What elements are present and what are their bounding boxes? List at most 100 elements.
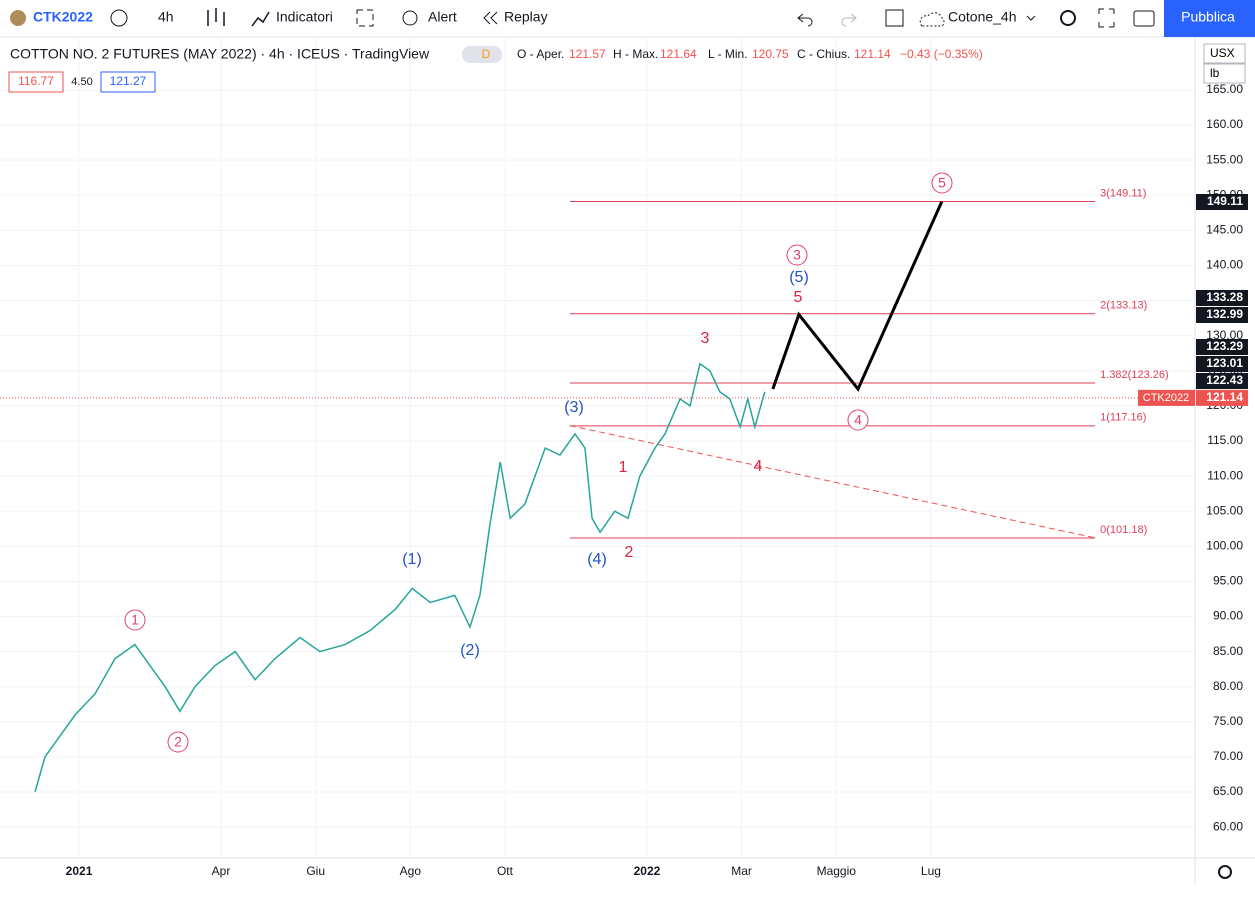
x-tick-label: Lug [921, 864, 941, 878]
cloud-icon [919, 12, 945, 27]
x-tick-label: Giu [306, 864, 325, 878]
x-tick-label: Ott [497, 864, 514, 878]
y-tick-label: 85.00 [1213, 644, 1243, 658]
currency[interactable]: USX [1210, 46, 1235, 60]
maximize[interactable] [1098, 8, 1115, 28]
wave-label: 1 [619, 459, 628, 476]
wave-circle [847, 409, 869, 431]
axis-settings[interactable] [1218, 865, 1232, 879]
fib-label: 1(117.16) [1100, 412, 1146, 424]
wave-circle [786, 244, 808, 266]
ohlc-value: 120.75 [752, 47, 789, 61]
alert-icon [402, 10, 418, 26]
chart-type[interactable] [207, 8, 225, 26]
spread: 4.50 [71, 76, 92, 88]
last-price: 121.14 [1206, 390, 1243, 404]
price-badge [1196, 290, 1248, 306]
wave-label: (5) [789, 269, 809, 286]
add-symbol[interactable] [110, 9, 128, 27]
legend-title: COTTON NO. 2 FUTURES (MAY 2022) · 4h · I… [10, 46, 430, 62]
x-tick-label: Maggio [817, 864, 857, 878]
last-price-tag [1138, 389, 1195, 406]
snapshot[interactable] [1133, 10, 1155, 27]
bid[interactable]: 116.77 [18, 74, 54, 88]
wave-label: 2 [174, 734, 182, 750]
y-tick-label: 65.00 [1213, 784, 1243, 798]
wave-label: 5 [938, 175, 946, 191]
undo[interactable] [797, 13, 813, 27]
price-badge [1196, 307, 1248, 323]
indicator-icon [251, 11, 270, 27]
y-tick-label: 160.00 [1206, 117, 1243, 131]
replay[interactable]: Replay [504, 9, 548, 25]
price-badge-label: 123.29 [1206, 339, 1243, 353]
symbol-icon [10, 10, 26, 26]
y-tick-label: 75.00 [1213, 714, 1243, 728]
indicators[interactable]: Indicatori [276, 9, 333, 25]
ohlc-label: H - Max. [613, 47, 658, 61]
fib-label: 3(149.11) [1100, 187, 1146, 199]
price-badge [1196, 356, 1248, 372]
redo[interactable] [841, 13, 857, 27]
publish-button[interactable] [1164, 0, 1255, 37]
price-badge [1196, 339, 1248, 355]
wave-label: 3 [701, 330, 710, 347]
bid-box[interactable] [8, 71, 64, 93]
y-tick-label: 95.00 [1213, 574, 1243, 588]
x-tick-label: 2021 [66, 864, 93, 878]
price-badge-label: 122.43 [1206, 373, 1243, 387]
price-line [34, 362, 766, 793]
ohlc-value: 121.64 [660, 47, 697, 61]
wave-label: (2) [460, 642, 480, 659]
overlay: COTTON NO. 2 FUTURES (MAY 2022) · 4h · I… [8, 46, 983, 93]
fib-label: 2(133.13) [1100, 300, 1147, 312]
price-badge-label: 133.28 [1206, 290, 1243, 304]
alert[interactable]: Alert [428, 9, 457, 25]
layout-name[interactable]: Cotone_4h [948, 9, 1017, 25]
wave-circle [931, 172, 953, 194]
price-badge-label: 132.99 [1206, 307, 1243, 321]
unit[interactable]: lb [1210, 66, 1220, 80]
currency-select[interactable] [1203, 43, 1246, 64]
wave-label: (3) [564, 399, 584, 416]
unit-select[interactable] [1203, 63, 1246, 84]
y-tick-label: 165.00 [1206, 82, 1243, 96]
toolbar [0, 0, 1255, 37]
wave-label: 4 [754, 458, 763, 475]
ohlc-change: −0.43 (−0.35%) [900, 47, 983, 61]
symbol[interactable]: CTK2022 [33, 9, 93, 25]
wave-label: (4) [587, 551, 607, 568]
wave-circle [124, 609, 146, 631]
y-tick-label: 90.00 [1213, 609, 1243, 623]
wave-label: 3 [793, 247, 801, 263]
x-tick-label: Apr [212, 864, 231, 878]
wave-circle [167, 731, 189, 753]
fib-label: 1.382(123.26) [1100, 369, 1169, 381]
ask-box[interactable] [100, 71, 156, 93]
legend-badge: D [482, 47, 491, 61]
ask[interactable]: 121.27 [110, 74, 147, 88]
wave-label: 5 [794, 289, 803, 306]
interval[interactable]: 4h [158, 9, 174, 25]
y-tick-label: 100.00 [1206, 538, 1243, 552]
ohlc-value: 121.14 [854, 47, 891, 61]
replay-icon [483, 11, 498, 25]
trendline [569, 425, 1096, 539]
wave-label: 2 [625, 544, 634, 561]
dropdown[interactable] [1026, 15, 1036, 21]
y-tick-label: 60.00 [1213, 819, 1243, 833]
fib-label: 0(101.18) [1100, 524, 1147, 536]
publish[interactable]: Pubblica [1181, 9, 1235, 25]
settings[interactable] [1060, 10, 1076, 26]
templates[interactable] [356, 9, 374, 27]
y-tick-label: 130.00 [1206, 328, 1243, 342]
x-tick-label: Ago [400, 864, 422, 878]
x-tick-label: Mar [731, 864, 752, 878]
ohlc-label: O - Aper. [517, 47, 564, 61]
ohlc-label: C - Chius. [797, 47, 850, 61]
y-tick-label: 140.00 [1206, 258, 1243, 272]
fullscreen-toggle[interactable] [885, 9, 904, 27]
badge-bg [462, 46, 502, 63]
